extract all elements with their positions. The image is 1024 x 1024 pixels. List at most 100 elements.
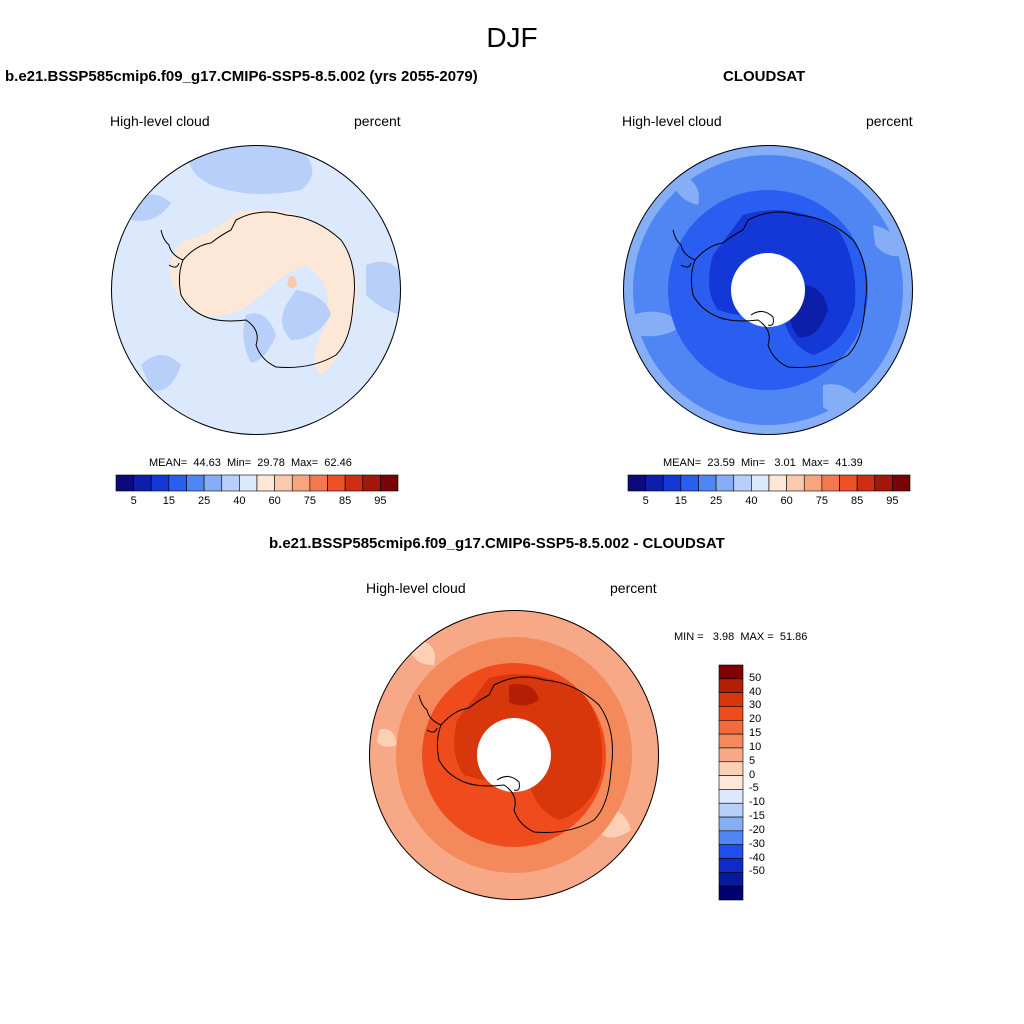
diff-field-light-patch-3 (377, 729, 397, 747)
obs-polar-map (623, 145, 913, 435)
diff-colorbar-box (718, 692, 744, 707)
model-units-label: percent (354, 113, 401, 129)
obs-mean-label: MEAN= (663, 457, 702, 469)
diff-colorbar-tick-label: 15 (749, 727, 762, 740)
diff-colorbar-tick-label: 40 (749, 685, 762, 698)
model-max-value: 62.46 (324, 457, 352, 469)
obs-colorbar-box (751, 474, 770, 492)
obs-colorbar-box (768, 474, 787, 492)
model-colorbar-tick-label: 60 (268, 495, 281, 507)
model-field-patch-upper (188, 145, 313, 194)
model-mean-value: 44.63 (193, 457, 221, 469)
diff-colorbar-box (718, 775, 744, 790)
diff-peninsula-coast (418, 694, 442, 733)
obs-colorbar-box (627, 474, 646, 492)
obs-field-light-streak-4 (675, 175, 699, 205)
diff-colorbar-box (718, 664, 744, 680)
obs-mean-value: 23.59 (707, 457, 735, 469)
model-field-cool-basin (282, 290, 331, 340)
model-map-border (111, 145, 401, 435)
model-colorbar-tick-label: 5 (130, 495, 137, 507)
obs-panel-title: CLOUDSAT (723, 68, 806, 85)
model-colorbar-box (291, 474, 311, 492)
diff-map-border (369, 610, 659, 900)
diff-variable-label: High-level cloud (366, 580, 466, 596)
model-field-patch-right (366, 261, 401, 315)
model-colorbar-tick-label: 85 (339, 495, 352, 507)
diff-colorbar-tick-label: -40 (749, 851, 765, 864)
model-colorbar-box (203, 474, 223, 492)
diff-colorbar-tick-label: -20 (749, 823, 765, 836)
obs-variable-label: High-level cloud (622, 113, 722, 129)
diff-colorbar-tick-label: 5 (749, 754, 756, 767)
obs-colorbar-box (892, 474, 911, 492)
diff-stats: MIN = 3.98 MAX = 51.86 (674, 631, 807, 643)
diff-colorbar-tick-label: -10 (749, 796, 765, 809)
obs-colorbar-tick-label: 25 (710, 495, 723, 507)
obs-colorbar-tick-label: 40 (745, 495, 758, 507)
diff-colorbar-box (718, 789, 744, 804)
diff-colorbar (718, 664, 744, 901)
diff-colorbar-box (718, 733, 744, 749)
diff-panel-title: b.e21.BSSP585cmip6.f09_g17.CMIP6-SSP5-8.… (269, 535, 725, 552)
diff-colorbar-box (718, 872, 744, 887)
model-coastline (178, 211, 355, 368)
model-colorbar-box (133, 474, 152, 492)
obs-colorbar-box (715, 474, 735, 492)
diff-missing-data-hole (477, 718, 551, 792)
obs-colorbar (627, 474, 911, 492)
diff-colorbar-box (718, 678, 744, 693)
diff-colorbar-tick-label: -15 (749, 810, 765, 823)
model-colorbar-tick-label: 75 (303, 495, 316, 507)
obs-colorbar-box (803, 474, 823, 492)
model-colorbar-box (327, 474, 346, 492)
model-colorbar-box (221, 474, 240, 492)
obs-coastline (690, 211, 867, 368)
model-colorbar-tick-label: 15 (162, 495, 175, 507)
obs-colorbar-tick-label: 15 (674, 495, 687, 507)
obs-colorbar-box (662, 474, 682, 492)
model-min-value: 29.78 (257, 457, 285, 469)
diff-min-value: 3.98 (712, 631, 735, 643)
obs-units-label: percent (866, 113, 913, 129)
obs-min-value: 3.01 (774, 457, 796, 469)
diff-colorbar-tick-label: 10 (749, 740, 762, 753)
diff-colorbar-tick-label: -5 (749, 782, 759, 795)
diff-colorbar-tick-label: -50 (749, 865, 765, 878)
obs-colorbar-box (733, 474, 752, 492)
model-min-label: Min= (227, 457, 252, 469)
diff-colorbar-box (718, 802, 744, 818)
obs-colorbar-box (698, 474, 717, 492)
model-panel-title: b.e21.BSSP585cmip6.f09_g17.CMIP6-SSP5-8.… (5, 68, 478, 85)
diff-colorbar-box (718, 816, 744, 832)
model-colorbar-box (380, 474, 399, 492)
diff-colorbar-box (718, 858, 744, 873)
obs-map-border (623, 145, 913, 435)
diff-min-label: MIN = (674, 631, 704, 643)
model-peninsula-coast (160, 229, 184, 268)
obs-max-value: 41.39 (835, 457, 863, 469)
obs-field-light-streak-2 (823, 384, 863, 414)
season-title: DJF (486, 22, 538, 53)
model-colorbar-tick-label: 95 (374, 495, 387, 507)
model-colorbar-box (168, 474, 187, 492)
obs-colorbar-tick-label: 60 (780, 495, 793, 507)
model-colorbar-box (239, 474, 258, 492)
obs-colorbar-box (645, 474, 664, 492)
obs-colorbar-box (856, 474, 876, 492)
obs-colorbar-tick-label: 95 (886, 495, 899, 507)
diff-colorbar-box (718, 830, 744, 846)
diff-colorbar-tick-label: 30 (749, 699, 762, 712)
diff-units-label: percent (610, 580, 657, 596)
model-stats: MEAN= 44.63 Min= 29.78 Max= 62.46 (149, 457, 352, 469)
diff-colorbar-box (718, 761, 744, 776)
obs-colorbar-box (680, 474, 699, 492)
diff-max-value: 51.86 (779, 631, 808, 643)
obs-field-light-streak-3 (873, 225, 905, 257)
diff-max-label: MAX = (740, 631, 774, 643)
diff-coastline (436, 676, 613, 833)
model-colorbar-box (256, 474, 275, 492)
diff-colorbar-box (718, 719, 744, 735)
obs-colorbar-tick-label: 75 (815, 495, 828, 507)
model-max-label: Max= (290, 457, 319, 469)
